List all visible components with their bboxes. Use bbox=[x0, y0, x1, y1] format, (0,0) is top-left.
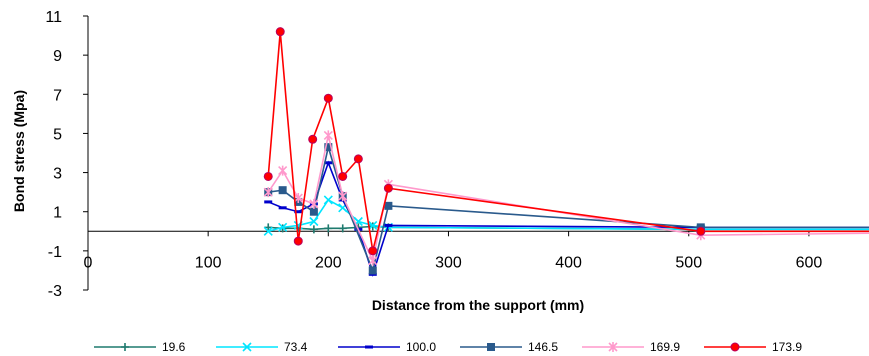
x-tick-label: 600 bbox=[796, 254, 823, 271]
legend-marker bbox=[242, 342, 252, 352]
legend-marker bbox=[365, 345, 373, 349]
data-point bbox=[324, 161, 333, 165]
series-line bbox=[267, 135, 869, 264]
legend-item: 146.5 bbox=[460, 340, 558, 354]
legend-marker bbox=[608, 342, 618, 352]
series-169.9 bbox=[263, 130, 869, 266]
data-point bbox=[309, 207, 318, 216]
legend-label: 169.9 bbox=[650, 340, 680, 354]
data-point bbox=[324, 224, 333, 233]
y-tick-label: 9 bbox=[53, 48, 62, 65]
data-point bbox=[278, 222, 288, 232]
x-tick-label: 0 bbox=[84, 254, 93, 271]
legend-label: 19.6 bbox=[162, 340, 186, 354]
series-173.9 bbox=[263, 27, 869, 256]
data-point bbox=[263, 187, 273, 198]
data-point bbox=[309, 216, 319, 227]
y-tick-label: 3 bbox=[53, 166, 62, 183]
data-point bbox=[384, 201, 393, 210]
y-tick-label: 1 bbox=[53, 205, 62, 222]
data-point bbox=[264, 200, 273, 204]
plot-area: -3 -1 1 3 5 7 9 11 0 100 200 300 400 500 600 bbox=[45, 9, 869, 300]
x-tick-label: 200 bbox=[315, 254, 342, 271]
data-point bbox=[264, 223, 273, 232]
legend-label: 146.5 bbox=[528, 340, 558, 354]
data-point bbox=[368, 220, 378, 230]
data-point bbox=[368, 246, 378, 256]
legend-item: 100.0 bbox=[338, 340, 436, 354]
x-tick-label: 500 bbox=[675, 254, 702, 271]
data-point bbox=[278, 165, 288, 176]
data-point bbox=[368, 266, 377, 275]
data-point bbox=[338, 224, 347, 233]
legend-item: 73.4 bbox=[216, 340, 308, 354]
legend: 19.6 73.4 100.0 146.5 169.9 173.9 bbox=[94, 340, 802, 354]
legend-label: 73.4 bbox=[284, 340, 308, 354]
y-tick-label: 11 bbox=[45, 9, 62, 26]
legend-item: 173.9 bbox=[704, 340, 802, 354]
series-layer bbox=[263, 27, 869, 277]
data-point bbox=[309, 198, 319, 209]
data-point bbox=[278, 206, 287, 210]
x-axis-title: Distance from the support (mm) bbox=[372, 297, 584, 313]
data-point bbox=[368, 255, 378, 266]
data-point bbox=[278, 186, 287, 195]
data-point bbox=[263, 226, 273, 236]
legend-item: 169.9 bbox=[582, 340, 680, 354]
y-axis-ticks: -3 -1 1 3 5 7 9 11 bbox=[45, 9, 88, 300]
legend-marker bbox=[121, 343, 129, 351]
data-point bbox=[263, 171, 273, 181]
y-axis-title: Bond stress (Mpa) bbox=[11, 90, 27, 212]
x-tick-label: 400 bbox=[555, 254, 582, 271]
x-tick-label: 100 bbox=[195, 254, 222, 271]
data-point bbox=[323, 130, 333, 141]
x-axis-ticks: 0 100 200 300 400 500 600 bbox=[84, 231, 823, 271]
data-point bbox=[383, 183, 393, 193]
data-point bbox=[384, 223, 393, 227]
y-tick-label: 5 bbox=[53, 126, 62, 143]
legend-marker bbox=[487, 343, 495, 351]
data-point bbox=[309, 225, 318, 234]
legend-item: 19.6 bbox=[94, 340, 186, 354]
legend-label: 100.0 bbox=[406, 340, 436, 354]
data-point bbox=[353, 154, 363, 164]
series-line bbox=[268, 143, 869, 274]
y-tick-label: -1 bbox=[48, 244, 62, 261]
data-point bbox=[275, 27, 285, 37]
data-point bbox=[338, 191, 348, 202]
y-tick-label: 7 bbox=[53, 87, 62, 104]
x-tick-label: 300 bbox=[435, 254, 462, 271]
data-point bbox=[323, 93, 333, 103]
data-point bbox=[294, 210, 303, 214]
data-point bbox=[338, 171, 348, 181]
data-point bbox=[696, 226, 706, 236]
legend-marker bbox=[730, 342, 740, 352]
data-point bbox=[293, 236, 303, 246]
legend-label: 173.9 bbox=[772, 340, 802, 354]
data-point bbox=[293, 193, 303, 204]
y-tick-label: -3 bbox=[48, 283, 62, 300]
data-point bbox=[308, 134, 318, 144]
data-point bbox=[324, 143, 333, 152]
data-point bbox=[323, 195, 333, 205]
